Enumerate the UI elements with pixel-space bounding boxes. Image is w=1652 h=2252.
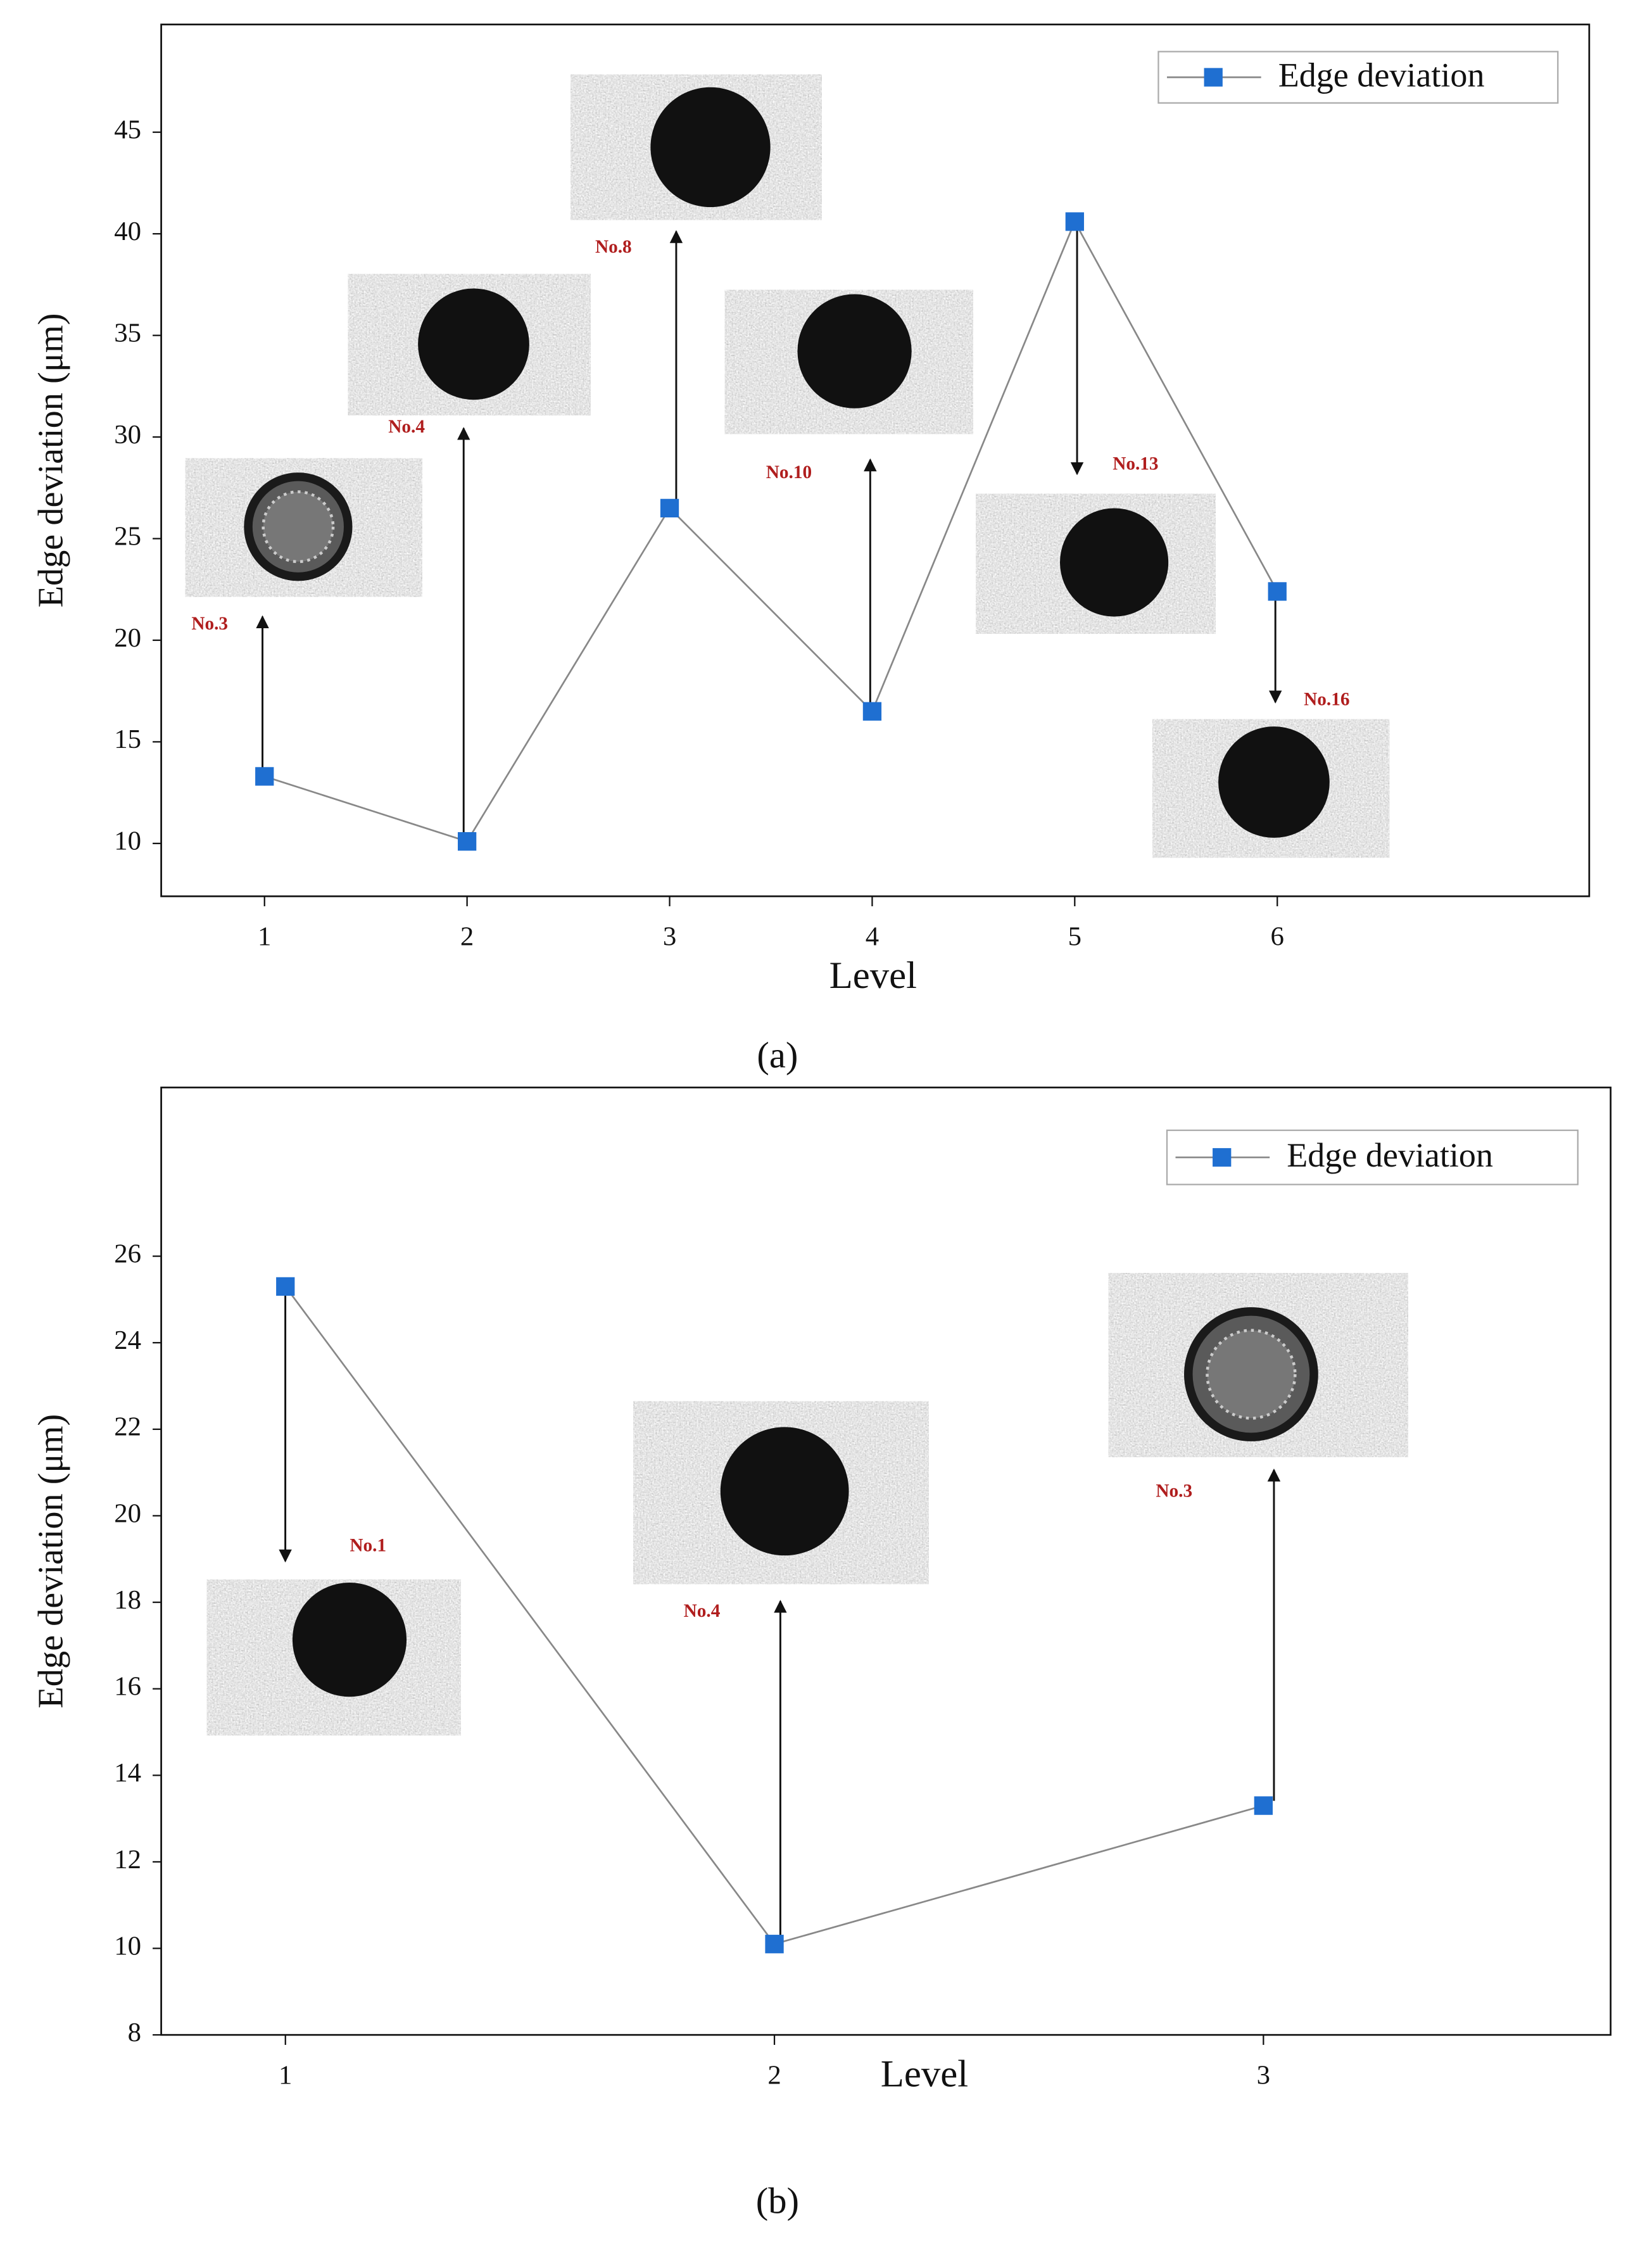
y-tick-label: 20 xyxy=(114,623,141,653)
marker xyxy=(765,1935,784,1954)
annotation-label: No.4 xyxy=(684,1601,721,1621)
y-tick-label: 26 xyxy=(114,1239,141,1268)
hole-inner xyxy=(262,490,335,564)
x-tick-label: 1 xyxy=(258,922,271,952)
x-tick-label: 2 xyxy=(767,2061,781,2091)
legend-marker xyxy=(1213,1148,1232,1167)
annotation-label: No.4 xyxy=(388,417,425,437)
hole xyxy=(292,1582,407,1697)
x-axis-title: Level xyxy=(881,2053,968,2096)
plot-frame xyxy=(160,1086,1612,2036)
annotation-label: No.1 xyxy=(350,1535,386,1555)
annotation-label: No.16 xyxy=(1304,689,1349,709)
hole xyxy=(1059,508,1169,617)
annotation-label: No.10 xyxy=(766,462,812,483)
marker xyxy=(1254,1796,1273,1815)
annotation-label: No.13 xyxy=(1113,454,1158,474)
hole xyxy=(418,288,529,400)
marker xyxy=(457,832,477,851)
y-tick-label: 18 xyxy=(114,1585,141,1615)
y-tick-label: 16 xyxy=(114,1672,141,1702)
x-tick-label: 4 xyxy=(866,922,879,952)
marker xyxy=(1268,582,1287,601)
y-axis-title: Edge deviation (μm) xyxy=(32,1414,71,1709)
series-line xyxy=(264,219,1278,843)
marker xyxy=(660,498,679,518)
plot-frame xyxy=(160,23,1591,897)
y-tick-label: 24 xyxy=(114,1325,141,1355)
annotation-label: No.8 xyxy=(595,237,632,257)
y-tick-label: 15 xyxy=(114,724,141,754)
y-tick-label: 45 xyxy=(114,115,141,145)
x-tick-label: 3 xyxy=(1257,2061,1270,2091)
x-tick-label: 5 xyxy=(1068,922,1081,952)
marker xyxy=(276,1277,295,1296)
y-axis-title: Edge deviation (μm) xyxy=(32,313,71,608)
caption: (a) xyxy=(757,1035,798,1076)
hole xyxy=(720,1427,849,1556)
x-tick-label: 3 xyxy=(663,922,676,952)
marker xyxy=(255,767,274,786)
y-tick-label: 10 xyxy=(114,826,141,856)
marker xyxy=(862,702,882,721)
x-axis-title: Level xyxy=(829,954,917,997)
y-tick-label: 14 xyxy=(114,1758,141,1788)
x-tick-label: 2 xyxy=(460,922,474,952)
y-tick-label: 22 xyxy=(114,1412,141,1442)
hole xyxy=(1218,726,1330,838)
y-tick-label: 40 xyxy=(114,217,141,246)
hole xyxy=(650,87,771,208)
x-tick-label: 1 xyxy=(279,2061,292,2091)
hole xyxy=(797,294,912,408)
y-tick-label: 25 xyxy=(114,521,141,551)
caption: (b) xyxy=(756,2180,799,2222)
hole-inner xyxy=(1206,1329,1297,1420)
marker xyxy=(1065,212,1084,231)
y-tick-label: 8 xyxy=(128,2018,141,2047)
y-tick-label: 20 xyxy=(114,1498,141,1528)
y-tick-label: 35 xyxy=(114,318,141,348)
y-tick-label: 12 xyxy=(114,1845,141,1875)
legend-label: Edge deviation xyxy=(1287,1136,1493,1174)
legend-marker xyxy=(1204,68,1223,87)
x-tick-label: 6 xyxy=(1271,922,1284,952)
y-tick-label: 10 xyxy=(114,1931,141,1961)
annotation-label: No.3 xyxy=(191,614,228,634)
legend-label: Edge deviation xyxy=(1278,56,1485,94)
y-tick-label: 30 xyxy=(114,420,141,450)
annotation-label: No.3 xyxy=(1156,1481,1192,1502)
